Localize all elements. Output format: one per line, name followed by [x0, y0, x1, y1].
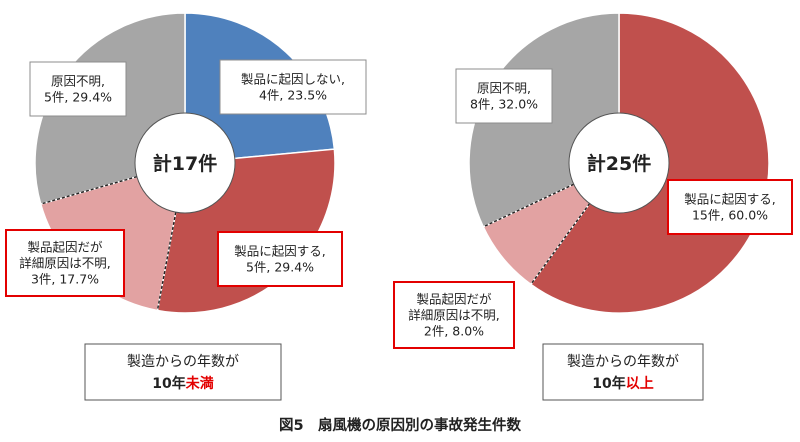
slice-label-line: 製品に起因する,: [234, 244, 325, 259]
slice-label-line: 製品に起因しない,: [241, 72, 345, 87]
caption-years: 10年: [152, 375, 185, 392]
center-total-label: 計25件: [587, 152, 651, 175]
slice-label-line: 製品起因だが: [27, 240, 103, 255]
slice-label-line: 15件, 60.0%: [692, 208, 768, 223]
slice-label-line: 4件, 23.5%: [259, 88, 327, 103]
slice-label-box-3: [455, 68, 553, 124]
slice-label-box-3: [5, 229, 125, 297]
slice-label-line: 製品起因だが: [416, 292, 492, 307]
slice-label-line: 2件, 8.0%: [424, 324, 484, 339]
caption-highlight: 未満: [186, 375, 214, 392]
slice-label-box-2: [217, 231, 343, 287]
slice-label-box-1: [667, 179, 793, 235]
slice-label-line: 製品に起因する,: [684, 192, 775, 207]
slice-label-box-2: [393, 281, 515, 349]
figure-title: 図5 扇風機の原因別の事故発生件数: [279, 416, 522, 434]
slice-label-box-1: [219, 59, 367, 115]
slice-label-line: 詳細原因は不明,: [19, 256, 110, 271]
slice-label-line: 8件, 32.0%: [470, 97, 538, 112]
slice-label-line: 詳細原因は不明,: [408, 308, 499, 323]
caption-box: [542, 343, 704, 401]
caption-line-2: 10年未満: [152, 375, 213, 392]
caption-line-2: 10年以上: [592, 375, 653, 392]
caption-box: [84, 343, 282, 401]
slice-label-line: 3件, 17.7%: [31, 272, 99, 287]
caption-highlight: 以上: [626, 376, 654, 392]
donut-hole: [568, 112, 670, 214]
donut-hole: [134, 112, 236, 214]
center-total-label: 計17件: [153, 152, 217, 175]
slice-label-line: 5件, 29.4%: [246, 260, 314, 275]
slice-label-line: 5件, 29.4%: [44, 90, 112, 105]
caption-years: 10年: [592, 375, 625, 392]
caption-line-1: 製造からの年数が: [567, 354, 679, 370]
slice-label-line: 原因不明,: [477, 81, 531, 96]
slice-label-line: 原因不明,: [51, 74, 105, 89]
caption-line-1: 製造からの年数が: [127, 354, 239, 370]
slice-label-box-4: [29, 61, 127, 117]
